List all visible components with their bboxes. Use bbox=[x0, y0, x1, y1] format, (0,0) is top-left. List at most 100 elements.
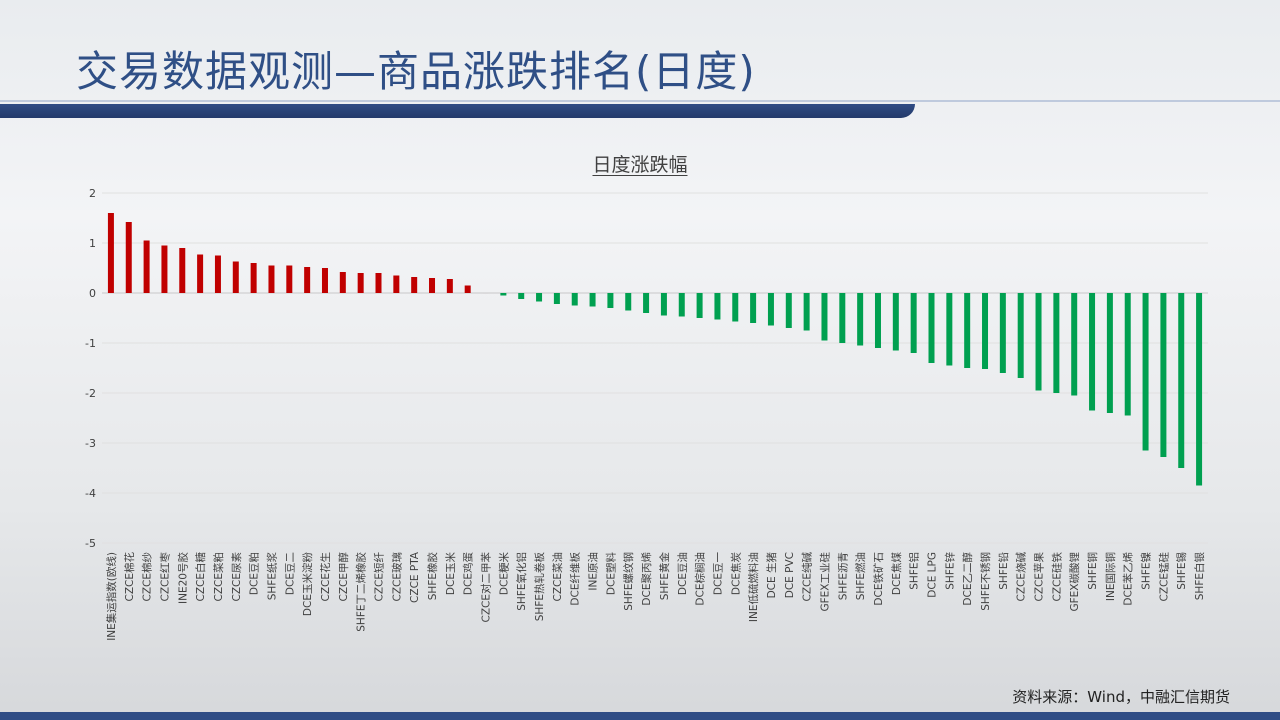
bar bbox=[892, 293, 899, 351]
category-label: INE原油 bbox=[587, 552, 600, 591]
category-label: DCE焦煤 bbox=[890, 552, 903, 596]
bar bbox=[982, 293, 989, 369]
category-label: CZCE白糖 bbox=[194, 552, 207, 602]
bar bbox=[125, 222, 132, 293]
y-tick-label: -3 bbox=[85, 437, 96, 450]
bar bbox=[357, 273, 364, 293]
bar bbox=[857, 293, 864, 346]
category-label: INE低硫燃料油 bbox=[747, 552, 760, 622]
title-accent-line bbox=[0, 100, 1280, 102]
category-label: DCE聚丙烯 bbox=[640, 552, 653, 606]
bar bbox=[1196, 293, 1203, 486]
bar bbox=[286, 265, 293, 293]
category-label: SHFE锌 bbox=[943, 552, 956, 590]
category-label: DCE 生猪 bbox=[765, 552, 778, 599]
category-label: CZCE对二甲苯 bbox=[480, 552, 493, 623]
bar bbox=[500, 293, 507, 296]
bar bbox=[232, 261, 239, 293]
category-label: CZCE甲醇 bbox=[337, 552, 350, 602]
bar bbox=[1124, 293, 1131, 416]
y-tick-label: 2 bbox=[89, 187, 96, 200]
bar bbox=[304, 267, 311, 293]
bar bbox=[1142, 293, 1149, 451]
bar bbox=[607, 293, 614, 308]
bar bbox=[964, 293, 971, 368]
category-label: SHFE橡胶 bbox=[426, 552, 439, 601]
category-label: CZCE锰硅 bbox=[1157, 552, 1170, 602]
category-label: DCE棕榈油 bbox=[694, 552, 707, 606]
category-label: DCE铁矿石 bbox=[872, 552, 885, 606]
category-label: CZCE尿素 bbox=[230, 552, 243, 602]
category-label: GFEX碳酸锂 bbox=[1068, 552, 1081, 612]
category-label: DCE豆粕 bbox=[248, 552, 261, 595]
category-label: CZCE纯碱 bbox=[801, 552, 814, 602]
bar bbox=[910, 293, 917, 353]
bar bbox=[928, 293, 935, 363]
category-label: DCE乙二醇 bbox=[961, 552, 974, 606]
category-label: CZCE苹果 bbox=[1033, 552, 1046, 602]
bar bbox=[589, 293, 596, 307]
bar bbox=[643, 293, 650, 313]
bar bbox=[250, 263, 257, 293]
category-label: INE国际铜 bbox=[1105, 552, 1117, 601]
category-label: SHFE白银 bbox=[1193, 552, 1206, 601]
category-label: CZCE玻璃 bbox=[390, 552, 403, 602]
bottom-band bbox=[0, 712, 1280, 720]
category-label: DCE粳米 bbox=[497, 552, 510, 596]
category-label: SHFE螺纹钢 bbox=[622, 552, 635, 611]
bar bbox=[750, 293, 757, 323]
bar bbox=[107, 213, 114, 293]
bar bbox=[464, 285, 471, 293]
bar bbox=[321, 268, 328, 293]
category-label: DCE豆二 bbox=[284, 552, 296, 595]
title-band bbox=[0, 104, 915, 118]
category-label: CZCE烧碱 bbox=[1015, 552, 1028, 602]
category-label: INE20号胶 bbox=[176, 552, 189, 604]
bar bbox=[268, 265, 275, 293]
bar bbox=[339, 272, 346, 293]
y-tick-label: 1 bbox=[89, 237, 96, 250]
category-label: DCE PVC bbox=[784, 552, 796, 598]
bar bbox=[1071, 293, 1078, 396]
page-title: 交易数据观测—商品涨跌排名(日度) bbox=[76, 47, 756, 96]
category-label: SHFE黄金 bbox=[658, 552, 671, 601]
category-label: SHFE镍 bbox=[1140, 552, 1153, 590]
chart-title: 日度涨跌幅 bbox=[592, 154, 688, 176]
bar bbox=[874, 293, 881, 348]
bar bbox=[999, 293, 1006, 373]
category-label: SHFE沥青 bbox=[836, 552, 849, 600]
category-label: SHFE锡 bbox=[1175, 552, 1188, 590]
bar bbox=[1106, 293, 1113, 413]
category-label: SHFE燃油 bbox=[854, 552, 867, 600]
category-label: SHFE不锈钢 bbox=[979, 552, 992, 611]
bar bbox=[714, 293, 721, 320]
category-label: INE集运指数(欧线) bbox=[105, 552, 118, 641]
bar bbox=[946, 293, 953, 366]
category-label: DCE玉米 bbox=[444, 552, 457, 596]
category-label: DCE塑料 bbox=[604, 552, 617, 596]
category-label: SHFE氧化铝 bbox=[515, 552, 528, 611]
source-note: 资料来源：Wind，中融汇信期货 bbox=[1012, 688, 1230, 706]
bar bbox=[1089, 293, 1096, 411]
category-label: SHFE铝 bbox=[908, 552, 921, 590]
y-tick-label: -2 bbox=[85, 387, 96, 400]
bar bbox=[553, 293, 560, 304]
category-label: DCE鸡蛋 bbox=[462, 552, 475, 596]
bar bbox=[1053, 293, 1060, 393]
category-label: CZCE花生 bbox=[319, 552, 332, 602]
bar bbox=[678, 293, 685, 317]
category-label: GFEX工业硅 bbox=[818, 552, 831, 612]
y-tick-label: 0 bbox=[89, 287, 96, 300]
bar bbox=[411, 277, 418, 293]
bar bbox=[446, 279, 453, 293]
bar bbox=[536, 293, 543, 302]
bar bbox=[197, 254, 204, 293]
bar bbox=[393, 275, 400, 293]
category-label: SHFE纸浆 bbox=[265, 552, 278, 601]
bar bbox=[767, 293, 774, 326]
category-label: SHFE铜 bbox=[1087, 552, 1099, 590]
bar bbox=[839, 293, 846, 343]
category-label: SHFE热轧卷板 bbox=[533, 552, 546, 622]
bar bbox=[143, 240, 150, 293]
category-label: DCE玉米淀粉 bbox=[301, 552, 314, 617]
